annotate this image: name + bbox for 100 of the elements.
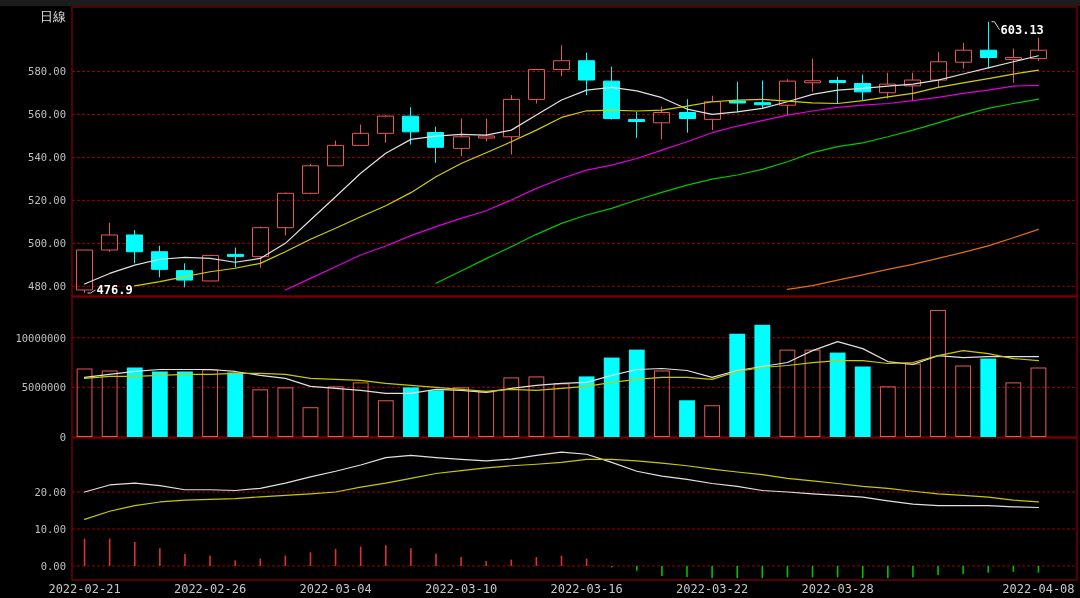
x-tick-label: 2022-04-08: [1002, 582, 1075, 596]
bar: [277, 387, 294, 437]
bar: [578, 376, 595, 437]
bar: [829, 352, 846, 437]
candlestick: [779, 78, 796, 116]
y-tick-label: 0.00: [40, 559, 66, 572]
y-tick-label: 560.00: [28, 108, 66, 121]
bar: [503, 377, 520, 437]
candlestick: [553, 44, 570, 77]
line-series: [83, 350, 1040, 392]
bar: [76, 368, 93, 437]
line-series: [83, 451, 1040, 509]
bar: [679, 400, 695, 437]
candlestick: [754, 79, 771, 109]
bar: [101, 370, 118, 437]
candlestick: [478, 118, 495, 143]
candlestick: [277, 192, 294, 236]
y-tick-label: 10000000: [15, 331, 66, 344]
line-series: [83, 341, 1040, 394]
bar: [453, 387, 469, 437]
x-tick-label: 2022-03-22: [675, 582, 749, 596]
candlestick: [126, 229, 143, 264]
bar: [1005, 382, 1022, 437]
line-series: [435, 98, 1040, 284]
candlestick: [327, 140, 344, 167]
bar: [980, 358, 997, 437]
bar: [126, 367, 143, 437]
bar: [779, 349, 796, 437]
x-tick-label: 2022-03-04: [299, 582, 372, 596]
bar: [729, 333, 746, 437]
y-tick-label: 500.00: [28, 237, 66, 250]
candlestick: [453, 118, 470, 157]
bar: [252, 389, 269, 437]
bar: [528, 376, 545, 437]
bar: [202, 369, 218, 437]
bar: [879, 386, 896, 437]
candlestick: [252, 226, 269, 269]
chart-title: 日線: [40, 9, 66, 24]
bar: [227, 372, 244, 437]
bar: [478, 391, 495, 437]
candlestick: [628, 111, 645, 139]
bar: [151, 371, 168, 437]
y-tick-label: 540.00: [28, 151, 66, 164]
candlestick: [503, 94, 520, 155]
x-tick-label: 2022-03-16: [550, 582, 623, 596]
candlestick: [101, 222, 118, 253]
y-tick-label: 580.00: [28, 65, 66, 78]
candlestick: [704, 95, 721, 131]
x-tick-label: 2022-03-10: [424, 582, 498, 596]
line-series: [83, 458, 1040, 520]
bar: [302, 407, 319, 437]
x-tick-label: 2022-02-26: [173, 582, 247, 596]
candlestick: [904, 72, 921, 102]
candlestick: [679, 98, 696, 134]
bar: [704, 405, 721, 437]
line-series: [786, 228, 1040, 290]
bar: [804, 349, 821, 437]
candlestick: [302, 163, 319, 195]
bar: [754, 324, 771, 437]
bar: [402, 387, 419, 437]
bar: [177, 371, 193, 437]
bar: [905, 363, 921, 437]
annotation: 476.9: [96, 282, 133, 297]
candlestick: [1030, 37, 1047, 62]
candlestick: [352, 124, 369, 146]
bar: [327, 386, 344, 437]
y-tick-label: 0: [59, 431, 66, 443]
line-series: [284, 84, 1040, 291]
bar: [854, 366, 871, 437]
candlestick: [578, 52, 595, 96]
bar: [930, 309, 946, 437]
candlestick: [227, 247, 244, 269]
candlestick: [202, 254, 219, 282]
candlestick: [879, 72, 896, 100]
bar: [603, 357, 620, 437]
candlestick: [729, 81, 746, 113]
candlestick: [427, 126, 444, 164]
annotation: 603.13: [1000, 22, 1044, 37]
candlestick: [804, 58, 821, 93]
y-tick-label: 520.00: [28, 194, 66, 207]
candlestick: [402, 106, 419, 146]
y-tick-label: 480.00: [28, 280, 66, 293]
bar: [553, 383, 570, 437]
candlestick: [653, 106, 670, 140]
candlestick: [930, 51, 947, 88]
bar: [352, 382, 369, 437]
candlestick: [1005, 47, 1022, 84]
bar: [1030, 367, 1047, 437]
candlestick: [377, 114, 394, 144]
y-tick-label: 20.00: [34, 485, 66, 498]
bar: [428, 390, 444, 437]
x-tick-label: 2022-03-28: [801, 582, 874, 596]
y-tick-label: 5000000: [21, 381, 66, 394]
bar: [377, 400, 394, 437]
candlestick: [955, 42, 972, 69]
x-tick-label: 2022-02-21: [48, 582, 121, 596]
y-tick-label: 10.00: [34, 522, 66, 535]
bar: [654, 370, 670, 437]
candlestick: [829, 76, 846, 104]
candlestick: [603, 66, 620, 120]
